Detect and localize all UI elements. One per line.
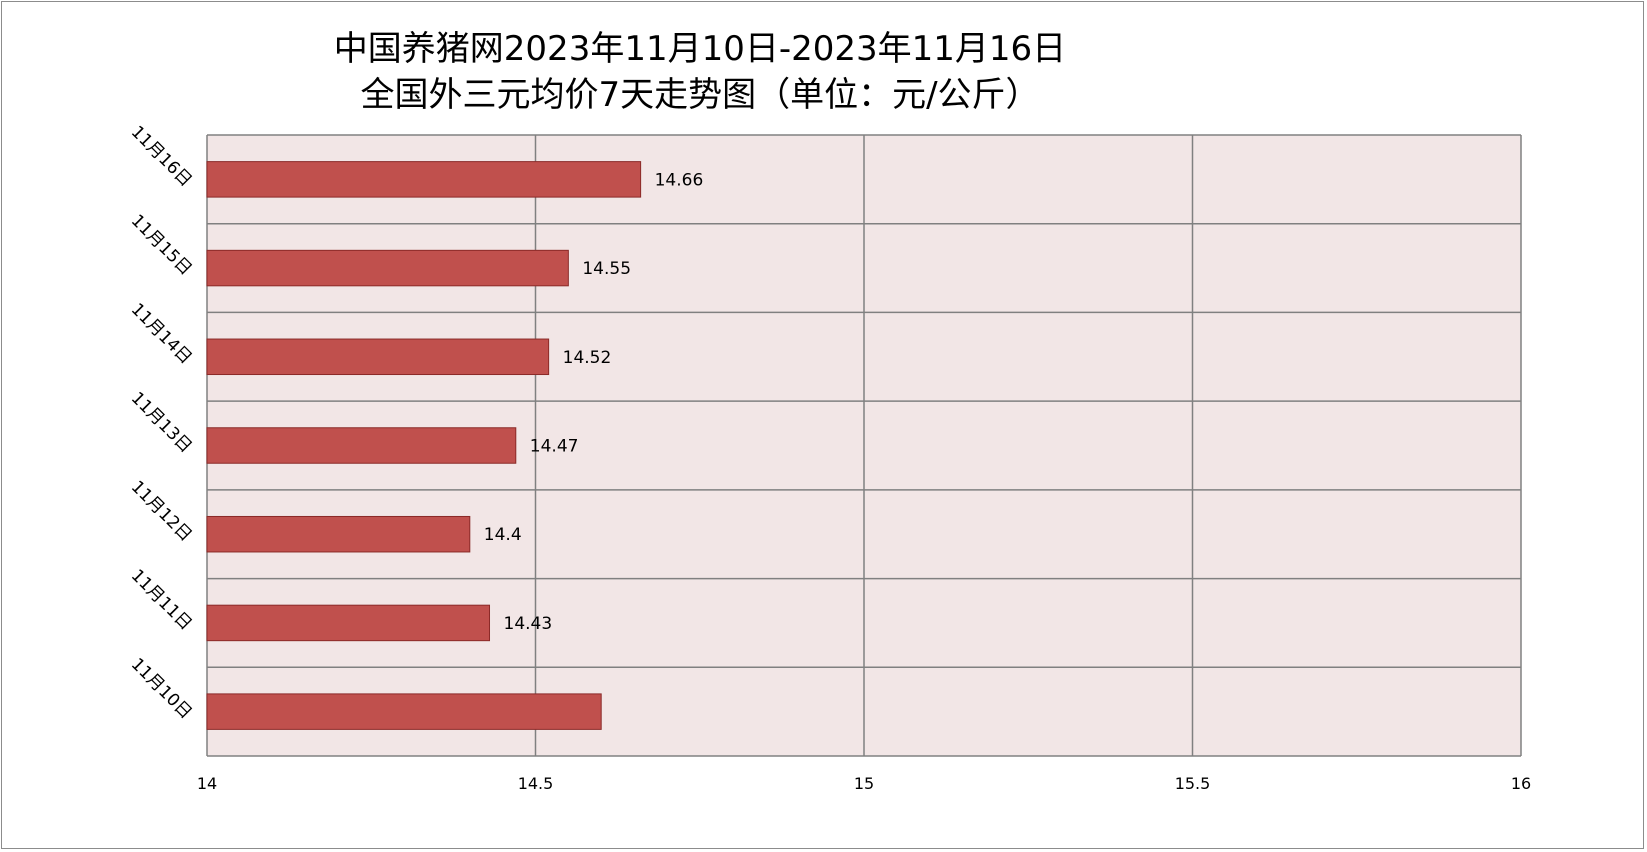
y-tick-label: 11月11日 <box>127 566 196 635</box>
bar <box>206 249 569 287</box>
x-tick-label: 15 <box>854 774 874 793</box>
data-label: 14.47 <box>530 437 579 457</box>
bar <box>206 693 602 730</box>
x-tick-label: 14 <box>197 774 217 793</box>
chart-title: 中国养猪网2023年11月10日-2023年11月16日 全国外三元均价7天走势… <box>0 26 1400 118</box>
data-label: 14.4 <box>484 525 522 545</box>
data-label: 14.66 <box>655 170 704 190</box>
data-label: 14.52 <box>563 348 612 368</box>
bar <box>206 604 491 642</box>
data-label: 14.55 <box>582 259 631 279</box>
bars <box>206 161 642 730</box>
bar <box>206 338 550 376</box>
x-tick-label: 14.5 <box>518 774 554 793</box>
y-tick-label: 11月14日 <box>127 300 196 369</box>
y-axis-ticks: 11月10日 11月11日 11月12日 11月13日 11月14日 11月15日 11月1… <box>127 122 196 723</box>
y-tick-label: 11月16日 <box>127 122 196 191</box>
bar <box>206 515 471 553</box>
x-axis-ticks: 14 14.5 15 15.5 16 <box>197 774 1531 793</box>
y-tick-label: 11月15日 <box>127 211 196 280</box>
x-tick-label: 15.5 <box>1175 774 1211 793</box>
data-label: 14.43 <box>504 614 553 634</box>
y-tick-label: 11月10日 <box>127 654 196 723</box>
chart-title-line2: 全国外三元均价7天走势图（单位：元/公斤） <box>360 75 1040 115</box>
bar <box>206 427 517 464</box>
bar <box>206 161 642 198</box>
x-tick-label: 16 <box>1511 774 1531 793</box>
y-tick-label: 11月12日 <box>127 477 196 546</box>
y-tick-label: 11月13日 <box>127 388 196 457</box>
data-labels: 14.43 14.4 14.47 14.52 14.55 14.66 <box>484 170 703 634</box>
chart-title-line1: 中国养猪网2023年11月10日-2023年11月16日 <box>333 29 1067 69</box>
